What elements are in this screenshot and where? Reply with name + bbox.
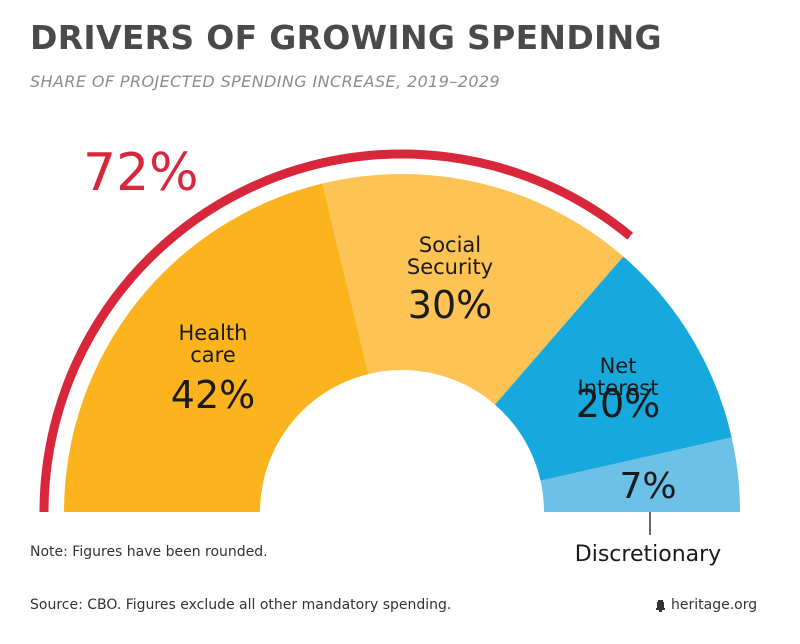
value-health-care: 42%: [171, 373, 255, 417]
chart-title: DRIVERS OF GROWING SPENDING: [30, 18, 662, 57]
highlight-label: 72%: [83, 143, 199, 203]
bell-icon: [656, 599, 665, 612]
segment-net-interest: [494, 256, 732, 481]
segment-health-care: [64, 183, 369, 512]
value-discretionary: 7%: [619, 466, 676, 507]
segment-discretionary: [540, 437, 740, 512]
value-net-interest: 20%: [576, 382, 660, 426]
label-social-security-line-1: Security: [407, 255, 493, 279]
highlight-arc: [39, 149, 634, 513]
chart-note: Note: Figures have been rounded.: [30, 544, 268, 560]
label-social-security-line-0: Social: [419, 233, 481, 257]
label-health-care-line-0: Health: [179, 321, 248, 345]
segment-social-security: [322, 174, 624, 405]
label-net-interest-line-1: Interest: [578, 376, 659, 400]
label-net-interest-line-0: Net: [600, 354, 637, 378]
value-social-security: 30%: [408, 283, 492, 327]
chart-subtitle: SHARE OF PROJECTED SPENDING INCREASE, 20…: [30, 72, 501, 91]
label-discretionary: Discretionary: [575, 542, 721, 567]
brand-text: heritage.org: [671, 597, 758, 613]
brand: heritage.org: [655, 597, 757, 613]
label-health-care-line-1: care: [190, 343, 236, 367]
chart-segments: [64, 174, 740, 512]
chart-source: Source: CBO. Figures exclude all other m…: [30, 597, 452, 613]
